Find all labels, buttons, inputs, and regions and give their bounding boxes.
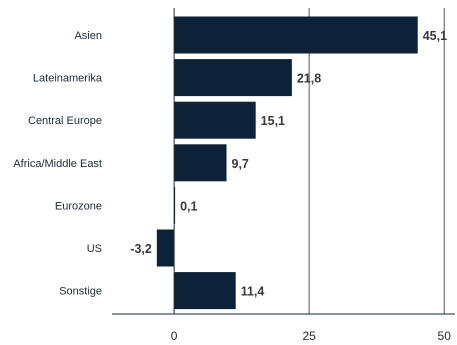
bar-us	[156, 229, 175, 267]
axes	[112, 8, 455, 315]
x-tick-label: 25	[302, 329, 316, 343]
bar-lateinamerika	[174, 59, 292, 97]
bars	[156, 16, 418, 310]
value-label: 0,1	[180, 199, 197, 213]
category-label: Lateinamerika	[33, 73, 103, 85]
bar-africa-middle-east	[174, 144, 227, 182]
x-tick-label: 0	[171, 329, 178, 343]
value-label: -3,2	[130, 242, 152, 256]
category-label: US	[87, 243, 102, 255]
category-label: Asien	[74, 30, 102, 42]
category-label: Eurozone	[55, 200, 102, 212]
value-label: 45,1	[423, 29, 447, 43]
value-label: 9,7	[232, 157, 249, 171]
labels: 0 25 50 Asien 45,1 Lateinamerika 21,8 Central E…	[13, 29, 451, 343]
gridlines	[308, 8, 445, 314]
bar-sonstige	[174, 272, 236, 310]
category-label: Sonstige	[59, 286, 102, 298]
value-label: 21,8	[297, 72, 321, 86]
bar-asien	[174, 16, 418, 54]
value-label: 15,1	[261, 114, 285, 128]
value-label: 11,4	[241, 285, 265, 299]
x-tick-label: 50	[438, 329, 452, 343]
category-label: Central Europe	[28, 115, 102, 127]
category-label: Africa/Middle East	[13, 158, 102, 170]
bar-central-europe	[174, 101, 256, 139]
